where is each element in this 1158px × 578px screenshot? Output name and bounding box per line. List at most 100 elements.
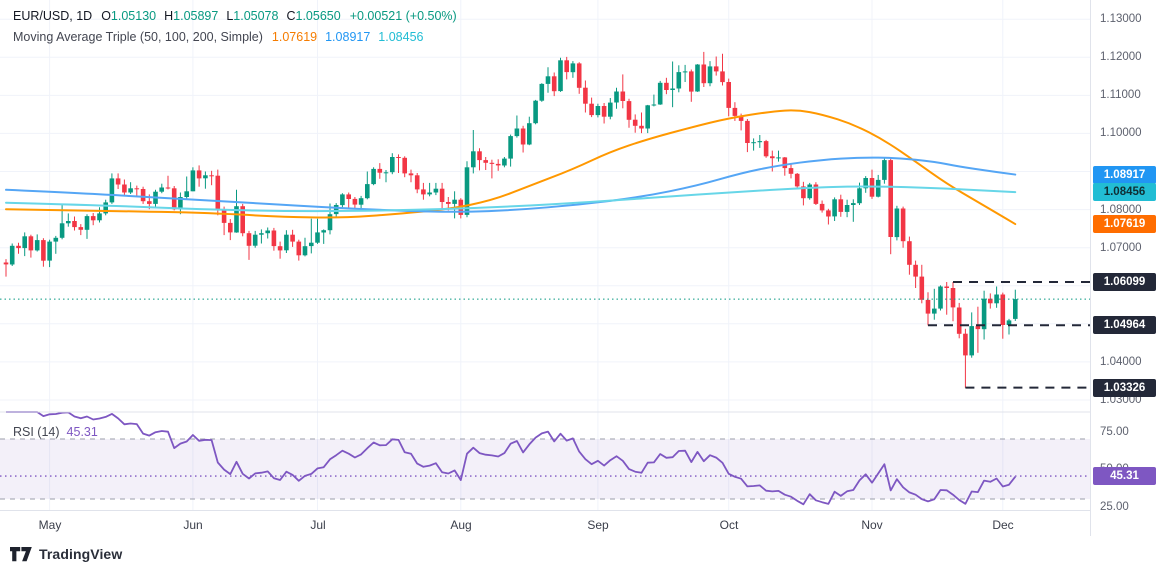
candle-body <box>844 205 850 212</box>
candle-body <box>1000 294 1006 325</box>
price-tick-label: 1.13000 <box>1100 13 1142 25</box>
candle-body <box>66 221 71 224</box>
candle-body <box>657 82 663 105</box>
candle-body <box>988 298 993 304</box>
candle-body <box>944 286 949 288</box>
candle-body <box>589 103 594 116</box>
ohlc-h-value: H1.05897 <box>164 8 218 25</box>
level-price-badge: 1.04964 <box>1093 316 1156 334</box>
chart-canvas[interactable] <box>0 0 1090 510</box>
candle-body <box>41 240 46 261</box>
ma-price-badge: 1.08917 <box>1093 166 1156 184</box>
tradingview-brand-text: TradingView <box>39 546 123 562</box>
gridlines <box>0 0 1090 510</box>
rsi-pane <box>0 411 1090 506</box>
candle-body <box>358 198 364 205</box>
candle-body <box>676 72 682 89</box>
symbol-legend-row[interactable]: EUR/USD, 1D O1.05130 H1.05897 L1.05078 C1.0… <box>13 8 457 25</box>
candle-body <box>956 307 962 334</box>
candle-body <box>938 286 943 309</box>
candle-body <box>203 175 208 179</box>
candle-body <box>608 102 613 117</box>
ma-legend-value: 1.08917 <box>325 30 371 44</box>
rsi-indicator-title: RSI (14) <box>13 425 60 439</box>
candle-body <box>9 245 15 265</box>
candle-body <box>340 194 345 206</box>
candle-body <box>315 232 320 243</box>
candle-body <box>539 83 545 101</box>
ma-legend-row[interactable]: Moving Average Triple (50, 100, 200, Sim… <box>13 29 423 46</box>
symbol-title: EUR/USD, 1D <box>13 9 93 23</box>
candle-body <box>639 125 644 129</box>
candle-body <box>545 76 551 84</box>
candle-body <box>165 187 171 189</box>
candle-body <box>614 91 619 103</box>
candle-body <box>16 245 21 249</box>
price-tick-label: 1.11000 <box>1100 89 1141 101</box>
ohlc-key: H <box>164 9 174 23</box>
candle-body <box>651 104 657 106</box>
candle-body <box>533 100 538 124</box>
candle-body <box>794 173 800 187</box>
candle-body <box>115 178 121 185</box>
candle-body <box>913 264 918 277</box>
candle-body <box>34 240 40 251</box>
candle-body <box>819 203 825 211</box>
ma-indicator-title: Moving Average Triple (50, 100, 200, Sim… <box>13 30 263 44</box>
tradingview-logo-link[interactable]: TradingView <box>10 546 122 562</box>
rsi-band <box>0 439 1090 500</box>
candle-body <box>882 160 887 180</box>
price-axis[interactable]: 1.13000 1.12000 1.11000 1.10000 1.08000 1.070… <box>1090 0 1158 536</box>
month-label: Jun <box>183 518 203 532</box>
ohlc-l-value: L1.05078 <box>226 8 278 25</box>
month-label: Sep <box>587 518 609 532</box>
price-tick-label: 1.12000 <box>1100 51 1142 63</box>
candle-body <box>109 178 115 203</box>
candle-body <box>1006 320 1012 325</box>
candle-body <box>3 262 9 265</box>
candle-body <box>265 230 270 234</box>
candle-body <box>888 160 893 237</box>
candle-body <box>713 66 719 72</box>
candle-body <box>969 326 974 356</box>
level-price-badge: 1.03326 <box>1093 379 1156 397</box>
candle-body <box>421 189 426 195</box>
candle-body <box>296 241 302 256</box>
candle-body <box>259 233 264 235</box>
candle-body <box>433 188 439 193</box>
candle-body <box>583 87 588 104</box>
rsi-value-badge: 45.31 <box>1093 467 1156 485</box>
candle-body <box>352 198 358 205</box>
candle-body <box>1013 299 1018 319</box>
candle-body <box>981 298 987 330</box>
ma-legend-value: 1.08456 <box>378 30 424 44</box>
candle-body <box>570 63 576 73</box>
candle-body <box>950 288 956 308</box>
candle-body <box>140 189 146 202</box>
time-axis[interactable]: May Jun Jul Aug Sep Oct Nov Dec <box>0 510 1090 537</box>
candle-body <box>776 157 781 159</box>
candle-body <box>408 173 414 176</box>
candle-body <box>134 188 140 190</box>
candle-body <box>178 197 183 210</box>
candle-body <box>471 151 476 168</box>
candle-body <box>782 157 788 169</box>
rsi-tick-label: 25.00 <box>1100 501 1129 513</box>
candle-body <box>826 210 831 217</box>
candle-body <box>788 168 794 174</box>
rsi-legend-row[interactable]: RSI (14) 45.31 <box>13 424 98 441</box>
candle-body <box>252 234 258 246</box>
candle-body <box>402 157 407 174</box>
candle-body <box>277 246 283 251</box>
candle-body <box>302 246 308 256</box>
candle-body <box>346 194 351 199</box>
ma-indicator-values: 1.07619 1.08917 1.08456 <box>272 29 424 46</box>
candle-body <box>738 115 744 121</box>
candle-body <box>832 199 837 217</box>
candle-body <box>620 91 626 101</box>
candle-body <box>446 202 451 204</box>
ohlc-key: C <box>286 9 296 23</box>
candle-body <box>284 234 289 251</box>
candle-body <box>128 188 133 193</box>
candle-body <box>919 276 925 300</box>
